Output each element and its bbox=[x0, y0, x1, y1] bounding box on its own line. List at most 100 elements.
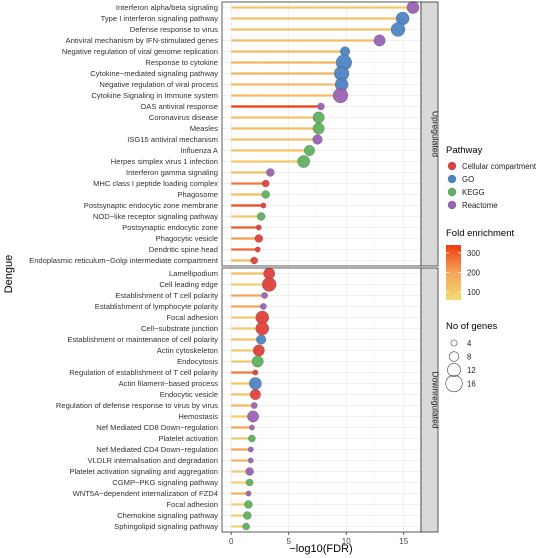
term-label: Cytokine−mediated signaling pathway bbox=[90, 69, 218, 78]
lollipop-dot bbox=[261, 292, 268, 299]
lollipop-dot bbox=[252, 369, 259, 376]
lollipop-dot bbox=[317, 102, 325, 111]
term-label: Dendritic spine head bbox=[149, 245, 218, 254]
term-label: Coronavirus disease bbox=[149, 113, 218, 122]
legend-pathway-key bbox=[447, 200, 457, 210]
term-label: VLDLR internalisation and degradation bbox=[88, 456, 218, 465]
panel-background bbox=[222, 2, 421, 266]
term-label: Lamellipodium bbox=[169, 269, 218, 278]
lollipop-dot bbox=[297, 155, 310, 168]
panel-upregulated: Interferon alpha/beta signaling Type I in… bbox=[29, 1, 441, 267]
term-label: Chemokine signaling pathway bbox=[117, 511, 218, 520]
term-label: Cytokine Signaling in Immune system bbox=[91, 91, 218, 100]
term-label: Platelet activation bbox=[158, 434, 218, 443]
legend-pathway-title: Pathway bbox=[446, 145, 483, 156]
term-label: Influenza A bbox=[180, 146, 219, 155]
term-label: Endoplasmic reticulum−Golgi intermediate… bbox=[29, 256, 219, 265]
term-label: CGMP−PKG signaling pathway bbox=[112, 478, 218, 487]
x-axis-title: −log10(FDR) bbox=[289, 543, 352, 555]
term-label: Cell leading edge bbox=[159, 280, 218, 289]
term-label: OAS antiviral response bbox=[140, 102, 218, 111]
legend-pathway-label: Cellular compartment bbox=[462, 162, 537, 171]
lollipop-dot bbox=[373, 34, 386, 47]
lollipop-dot bbox=[260, 303, 267, 310]
facet-strip bbox=[420, 1, 439, 267]
term-label: Type I interferon signaling pathway bbox=[101, 14, 219, 23]
lollipop-dot bbox=[247, 410, 259, 423]
term-label: Interferon alpha/beta signaling bbox=[116, 3, 218, 12]
lollipop-dot bbox=[262, 179, 270, 188]
lollipop-dot bbox=[243, 511, 252, 520]
legend-genes-key bbox=[445, 374, 463, 393]
term-label: Nef Mediated CD4 Down−regulation bbox=[96, 445, 218, 454]
lollipop-dot bbox=[244, 500, 253, 509]
term-label: Cell−substrate junction bbox=[141, 324, 218, 333]
term-label: Phagocytic vesicle bbox=[156, 234, 218, 243]
term-label: WNT5A−dependent internalization of FZD4 bbox=[73, 489, 218, 498]
legend-genes-title: No of genes bbox=[446, 321, 497, 332]
legend-genes-label: 4 bbox=[467, 339, 472, 348]
term-label: Sphingolipid signaling pathway bbox=[114, 522, 218, 531]
lollipop-dot bbox=[247, 457, 254, 464]
legend-pathway-label: Reactome bbox=[462, 201, 498, 210]
term-label: Actin filament−based process bbox=[119, 379, 219, 388]
legend-fold-tick-label: 200 bbox=[467, 269, 481, 278]
term-label: NOD−like receptor signaling pathway bbox=[93, 212, 218, 221]
term-label: Establishment of lymphocyte polarity bbox=[95, 302, 218, 311]
legend-genes-key bbox=[450, 339, 458, 347]
lollipop-dot bbox=[255, 224, 262, 231]
term-label: Phagosome bbox=[177, 190, 218, 199]
term-label: Establishment of T cell polarity bbox=[115, 291, 218, 300]
legend-pathway-key bbox=[447, 161, 457, 171]
lollipop-dot bbox=[245, 478, 254, 487]
lollipop-dot bbox=[260, 202, 267, 209]
term-label: Focal adhesion bbox=[166, 313, 218, 322]
term-label: Postsynaptic endocytic zone membrane bbox=[84, 201, 218, 210]
legend-genes-key bbox=[447, 363, 461, 377]
legend-fold-tick-label: 100 bbox=[467, 288, 481, 297]
y-axis-title: Dengue bbox=[3, 255, 15, 294]
lollipop-dot bbox=[242, 522, 250, 531]
lollipop-dot bbox=[248, 434, 256, 443]
term-label: Focal adhesion bbox=[166, 500, 218, 509]
lollipop-dot bbox=[262, 277, 277, 292]
legend-genes-label: 16 bbox=[467, 380, 476, 389]
x-tick-label: 0 bbox=[229, 537, 234, 546]
term-label: Platelet activation signaling and aggreg… bbox=[69, 467, 218, 476]
lollipop-dot bbox=[250, 256, 258, 265]
lollipop-dot bbox=[250, 402, 258, 409]
lollipop-dot bbox=[251, 355, 264, 368]
lollipop-dot bbox=[390, 22, 406, 37]
facet-strip bbox=[420, 267, 439, 533]
lollipop-dot bbox=[255, 321, 269, 336]
x-axis: 0 5 10 15 bbox=[229, 532, 409, 546]
legend: Pathway Cellular compartment GO KEGG Reactom… bbox=[445, 145, 537, 393]
term-label: Interferon gamma signaling bbox=[126, 168, 218, 177]
lollipop-dot bbox=[245, 467, 254, 476]
lollipop-dot bbox=[256, 212, 266, 221]
legend-fold-title: Fold enrichment bbox=[446, 228, 514, 239]
lollipop-dot bbox=[249, 377, 262, 390]
lollipop-dot bbox=[304, 145, 315, 156]
x-tick-label: 5 bbox=[286, 537, 291, 546]
lollipop-dot bbox=[254, 234, 263, 243]
lollipop-dot bbox=[254, 246, 261, 253]
legend-genes-label: 8 bbox=[467, 353, 471, 362]
lollipop-dot bbox=[312, 134, 323, 145]
term-label: Nef Mediated CD8 Down−regulation bbox=[96, 423, 218, 432]
lollipop-dot bbox=[249, 424, 255, 431]
term-label: Negative regulation of viral genome repl… bbox=[62, 47, 218, 56]
term-label: Antiviral mechanism by IFN-stimulated ge… bbox=[66, 36, 219, 45]
term-label: Regulation of establishment of T cell po… bbox=[69, 368, 218, 377]
legend-pathway-label: KEGG bbox=[462, 188, 485, 197]
term-label: MHC class I peptide loading complex bbox=[93, 179, 218, 188]
legend-pathway-key bbox=[447, 174, 457, 184]
term-label: Regulation of defense response to virus … bbox=[56, 401, 218, 410]
legend-genes-key bbox=[448, 351, 460, 362]
term-label: Actin cytoskeleton bbox=[157, 346, 218, 355]
term-label: Endocytosis bbox=[177, 357, 218, 366]
lollipop-dot bbox=[406, 1, 420, 14]
legend-pathway-label: GO bbox=[462, 175, 474, 184]
term-label: Measles bbox=[190, 124, 218, 133]
